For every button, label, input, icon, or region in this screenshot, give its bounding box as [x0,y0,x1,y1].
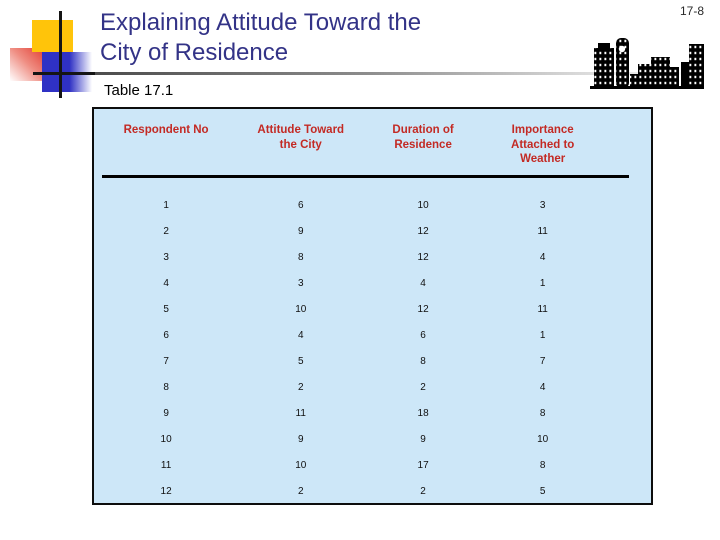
column-header-attitude: Attitude Toward the City [257,124,345,151]
table-cell-spacer [602,452,651,478]
table-row: 6 4 6 1 [94,322,651,348]
table-cell: 7 [163,355,169,367]
table-cell: 3 [163,251,169,263]
table-cell: 10 [537,433,549,445]
table-cell: 5 [539,485,546,497]
table-cell: 9 [420,433,426,445]
table-cell: 2 [420,485,426,497]
data-table: Respondent No Attitude Toward the City D… [94,109,651,504]
table-cell: 8 [297,251,304,263]
table-cell-spacer [602,244,651,270]
table-row: 5 10 12 11 [94,296,651,322]
table-cell-spacer [602,270,651,296]
title-divider-line [95,72,697,75]
table-header-row: Respondent No Attitude Toward the City D… [94,109,651,192]
table-row: 11 10 17 8 [94,452,651,478]
table-cell: 4 [420,277,426,289]
table-cell: 9 [297,225,304,237]
table-cell-spacer [602,348,651,374]
table-cell: 1 [163,199,169,211]
slide-title-line1: Explaining Attitude Toward the [100,9,422,36]
table-cell: 18 [417,407,429,419]
table-row: 12 2 2 5 [94,478,651,504]
table-caption: Table 17.1 [104,82,174,99]
city-skyline-icon [590,38,704,89]
table-cell-spacer [602,478,651,504]
table-cell: 11 [295,407,306,419]
table-row: 2 9 12 11 [94,218,651,244]
table-cell: 12 [417,251,429,263]
table-cell: 11 [160,459,172,471]
table-cell: 11 [537,225,548,237]
table-cell: 4 [163,277,169,289]
table-row: 3 8 12 4 [94,244,651,270]
table-cell: 4 [539,251,546,263]
table-cell: 3 [297,277,304,289]
table-cell-spacer [602,426,651,452]
table-cell-spacer [602,400,651,426]
table-cell-spacer [602,296,651,322]
table-cell: 7 [539,355,546,367]
table-cell: 10 [160,433,172,445]
table-cell: 2 [297,485,304,497]
decoration-horizontal-line [33,72,95,75]
slide-title: Explaining Attitude Toward the City of Re… [100,8,421,68]
table-cell-spacer [602,192,651,218]
table-cell: 8 [420,355,426,367]
table-cell: 6 [420,329,426,341]
table-cell: 12 [417,225,429,237]
table-cell: 2 [420,381,426,393]
column-header-duration: Duration of Residence [392,124,454,151]
table-cell: 8 [539,459,546,471]
table-row: 7 5 8 7 [94,348,651,374]
table-cell: 2 [297,381,304,393]
table-cell: 12 [160,485,172,497]
column-header-spacer [602,109,651,192]
table-cell: 4 [297,329,304,341]
decoration-vertical-line [59,11,62,98]
table-row: 9 11 18 8 [94,400,651,426]
table-row: 1 6 10 3 [94,192,651,218]
table-cell: 9 [297,433,304,445]
page-number: 17-8 [679,4,704,18]
slide-title-line2: City of Residence [100,39,289,66]
column-header-importance: Importance Attached to Weather [511,124,575,165]
table-row: 4 3 4 1 [94,270,651,296]
table-cell: 4 [539,381,546,393]
table-cell: 12 [417,303,429,315]
table-cell: 8 [163,381,169,393]
table-cell: 1 [539,329,546,341]
table-cell: 6 [163,329,169,341]
table-cell-spacer [602,322,651,348]
decoration-yellow-square [32,20,73,52]
table-cell: 3 [539,199,546,211]
table-cell: 10 [295,459,307,471]
table-cell: 10 [295,303,307,315]
table-cell: 11 [537,303,548,315]
table-header-underline [102,175,629,178]
table-cell-spacer [602,218,651,244]
table-cell: 1 [539,277,546,289]
table-cell: 10 [417,199,429,211]
column-header-respondent-no: Respondent No [123,124,209,136]
table-cell: 6 [297,199,304,211]
table-cell: 8 [539,407,546,419]
table-cell: 9 [163,407,169,419]
table-cell: 17 [417,459,429,471]
table-row: 8 2 2 4 [94,374,651,400]
data-table-container: Respondent No Attitude Toward the City D… [92,107,653,505]
table-body: 1 6 10 3 2 9 12 11 3 8 12 4 4 3 4 1 5 10 12 11 6 4 6 1 7 5 8 7 8 2 2 4 9… [94,192,651,504]
table-cell: 5 [163,303,169,315]
table-row: 10 9 9 10 [94,426,651,452]
table-cell-spacer [602,374,651,400]
table-cell: 2 [163,225,169,237]
table-cell: 5 [297,355,304,367]
